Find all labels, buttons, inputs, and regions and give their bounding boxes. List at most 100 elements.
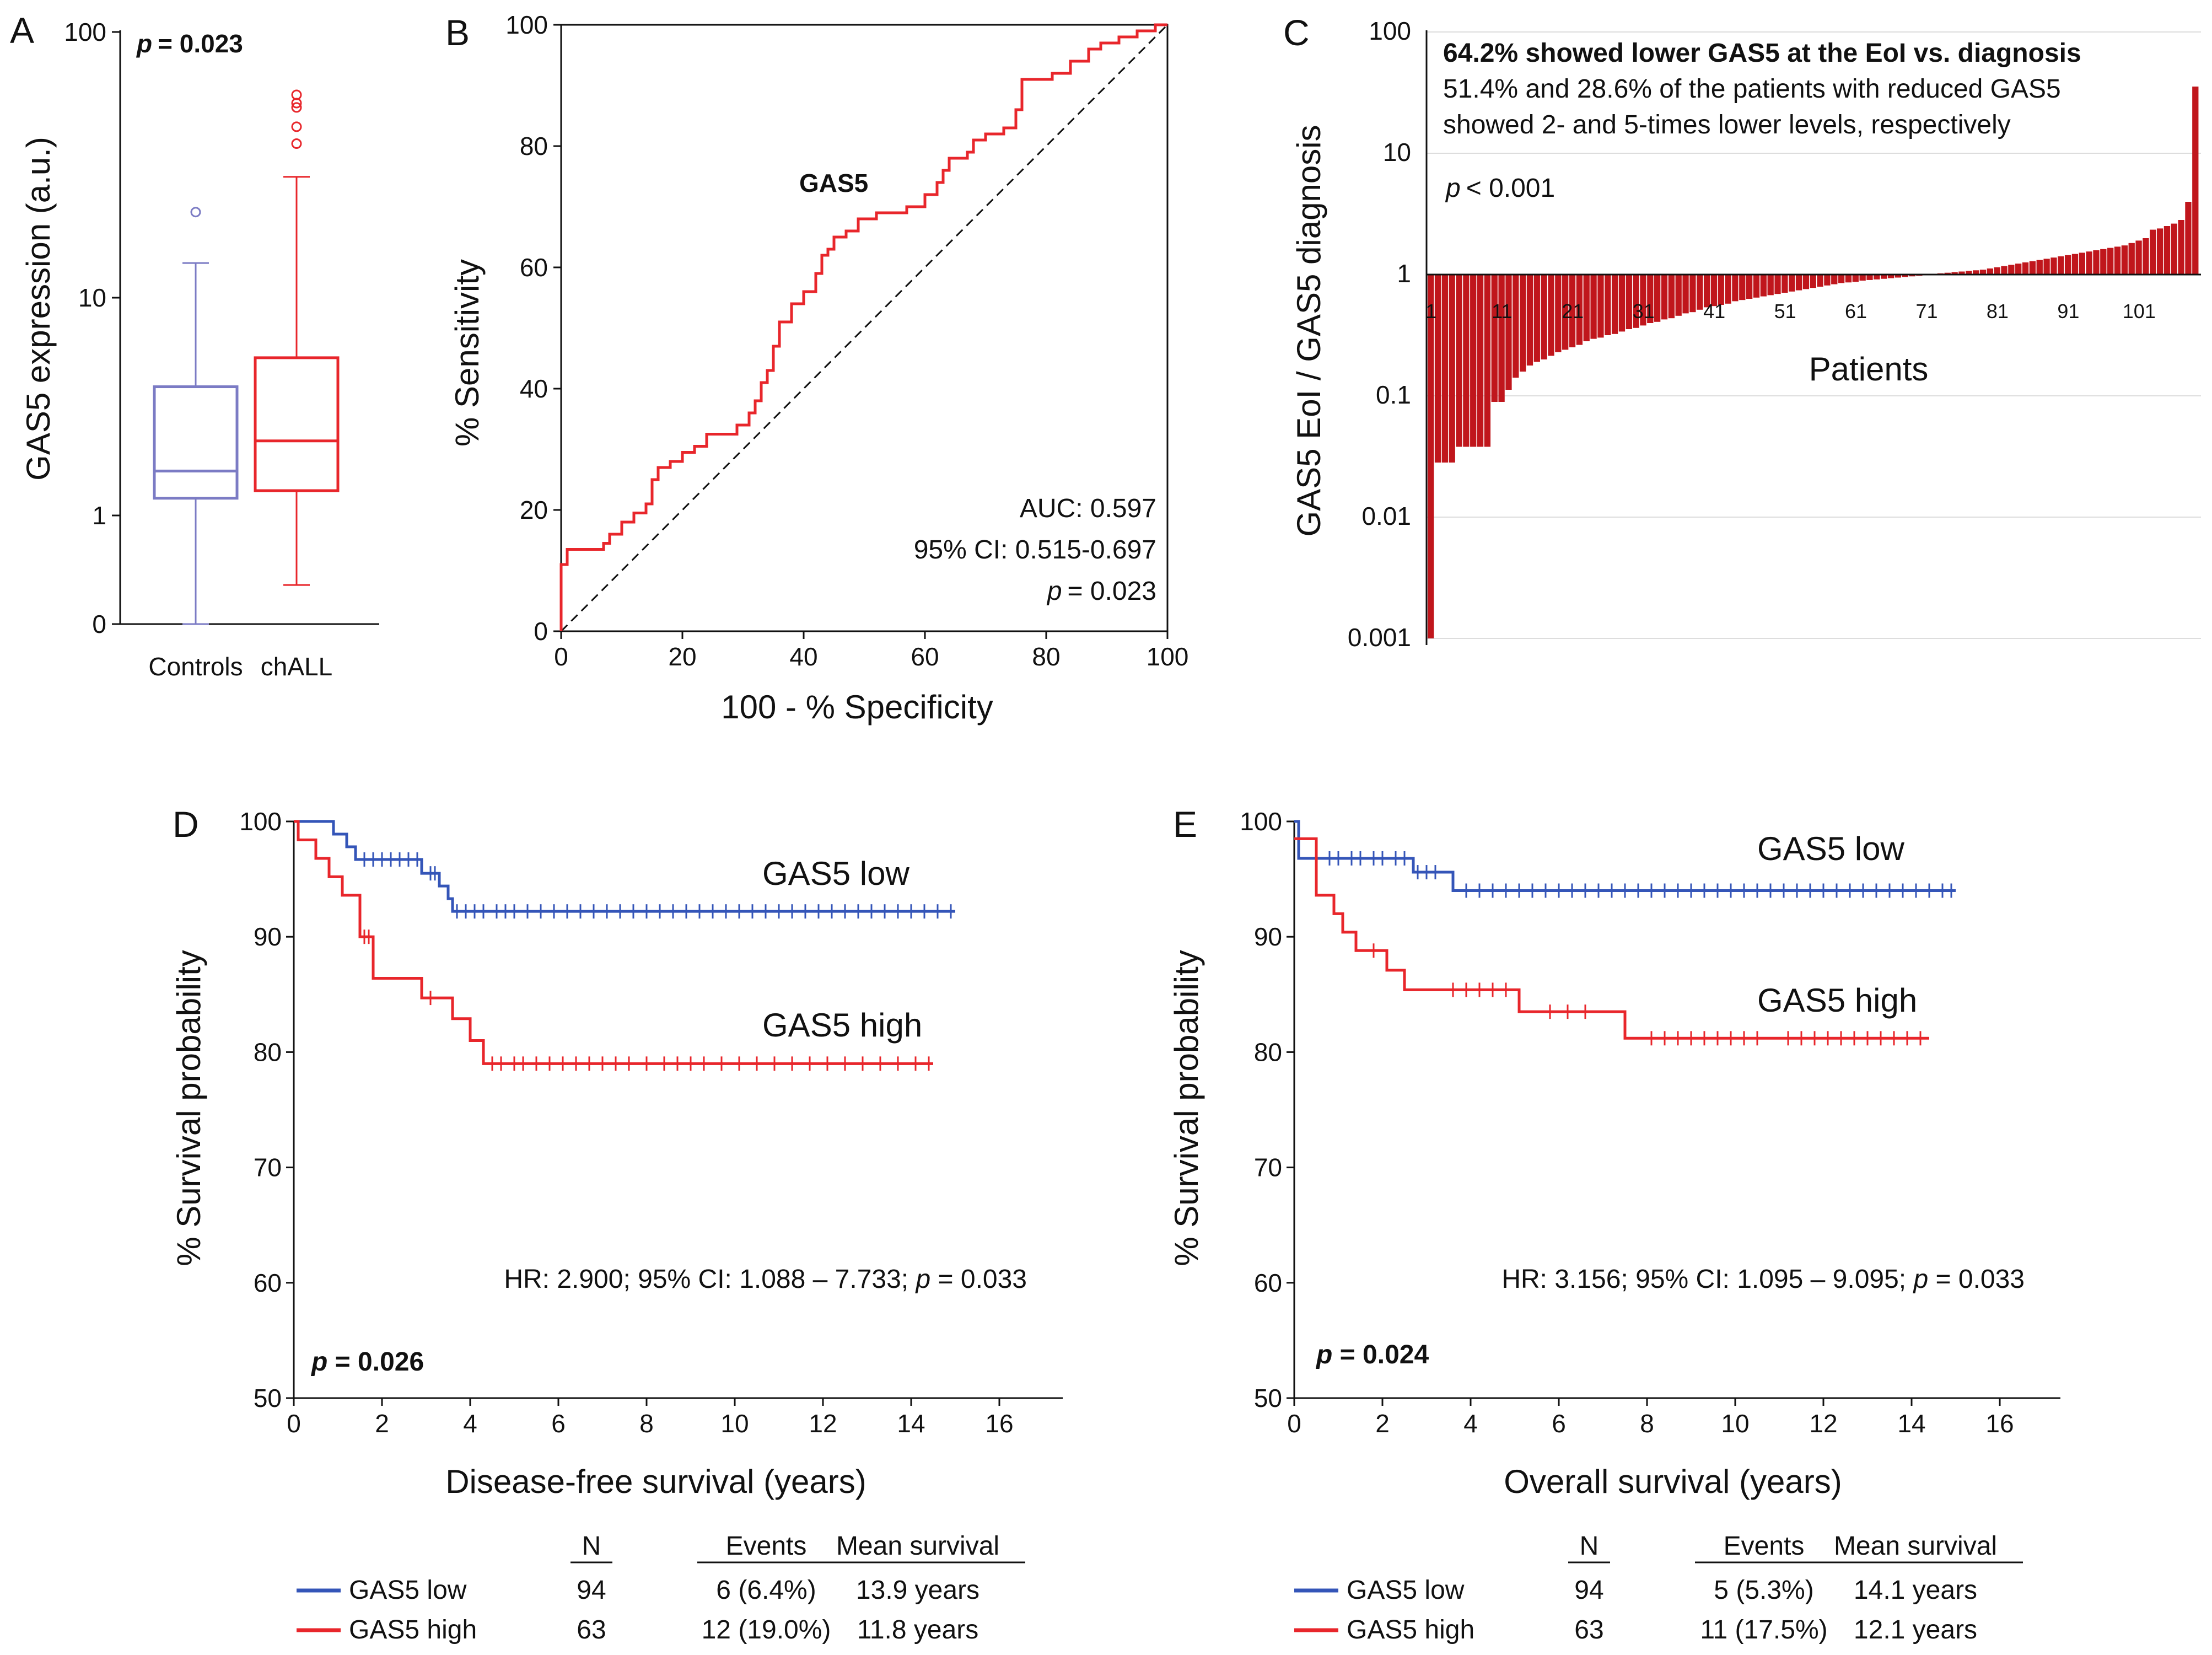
km-xtick-label: 2: [1375, 1409, 1390, 1438]
panel-c-bar: [2143, 238, 2149, 275]
panel-c-bar: [1739, 275, 1746, 300]
panel-c-bar: [1859, 275, 1866, 281]
panel-c-bar: [1519, 275, 1526, 372]
panel-c-xtick-label: 51: [1774, 300, 1796, 323]
legend-row-name: GAS5 high: [1347, 1615, 1474, 1645]
panel-c-bar: [1838, 275, 1845, 283]
panel-c-bar: [1498, 275, 1505, 402]
panel-b: B % Sensitivity 100 - % Specificity 0 20 4…: [445, 10, 1188, 726]
panel-c-bar: [1732, 275, 1739, 302]
panel-c-bar: [1782, 275, 1788, 293]
panel-e-curves: [1294, 820, 1956, 1046]
km-ytick-label: 100: [1240, 807, 1282, 836]
km-xtick-label: 12: [809, 1409, 837, 1438]
panel-a-boxes: Controls chALL: [148, 89, 340, 681]
panel-a-group-label: chALL: [261, 652, 332, 681]
panel-letter-b: B: [445, 12, 470, 53]
panel-c-bar: [1895, 275, 1902, 278]
panel-c-subtitle-2: showed 2- and 5-times lower levels, resp…: [1443, 110, 2011, 139]
panel-b-ytick-label: 40: [520, 374, 548, 403]
panel-c-bar: [2050, 257, 2057, 275]
panel-b-ytick-label: 80: [520, 132, 548, 160]
panel-a-box: [254, 356, 340, 492]
panel-c-bar: [2058, 256, 2064, 275]
panel-b-ytick-label: 60: [520, 253, 548, 282]
panel-b-xtick-label: 0: [554, 642, 568, 671]
panel-c-grid: [1427, 31, 2201, 639]
legend-row-name: GAS5 high: [349, 1615, 477, 1645]
km-xtick-label: 4: [463, 1409, 477, 1438]
panel-c-bar: [2015, 264, 2022, 275]
legend-row-events: 11 (17.5%): [1700, 1615, 1827, 1645]
panel-c-bar: [1902, 275, 1908, 277]
panel-c-bar: [1753, 275, 1760, 298]
km-xtick-label: 10: [720, 1409, 749, 1438]
panel-c-bar: [2001, 266, 2008, 275]
panel-c-bar: [2064, 255, 2071, 275]
km-xtick-label: 4: [1463, 1409, 1478, 1438]
panel-c-bar: [1505, 275, 1512, 390]
km-ytick-label: 70: [1254, 1153, 1282, 1182]
panel-d-legend: N Events Mean survival GAS5 low 94 6 (6.4%) 13…: [297, 1532, 1025, 1645]
panel-c-bar: [2086, 251, 2092, 275]
panel-d-hr: HR: 2.900; 95% CI: 1.088 – 7.733; p = 0.…: [504, 1265, 1027, 1294]
panel-c-ytick-label: 0.1: [1376, 380, 1411, 409]
km-ytick-label: 60: [254, 1269, 282, 1297]
panel-c-bar: [1484, 275, 1491, 447]
panel-b-xlabel: 100 - % Specificity: [721, 689, 993, 726]
panel-c-bar: [1513, 275, 1519, 378]
legend-row-mean: 13.9 years: [856, 1576, 979, 1605]
panel-b-xtick-label: 40: [789, 642, 817, 671]
panel-a-p-annotation: p = 0.023: [136, 29, 243, 58]
panel-c-bar: [1661, 275, 1668, 320]
panel-c-bar: [1541, 275, 1547, 359]
panel-c-pvalue: p < 0.001: [1445, 174, 1555, 203]
panel-c-bar: [1605, 275, 1611, 335]
panel-c-bar: [1562, 275, 1569, 350]
km-xtick-label: 2: [375, 1409, 389, 1438]
panel-c-bar: [2150, 229, 2156, 275]
legend-header-events: Events: [726, 1532, 807, 1561]
panel-c-bar: [1611, 275, 1618, 334]
panel-a-group-label: Controls: [148, 652, 243, 681]
legend-row-n: 94: [577, 1576, 606, 1605]
panel-c-bar: [1979, 270, 1987, 275]
panel-c-bar: [1874, 275, 1880, 280]
panel-c-bar: [1491, 275, 1498, 402]
panel-a-outlier: [291, 102, 302, 113]
panel-c-bar: [2114, 246, 2121, 275]
legend-row-events: 6 (6.4%): [716, 1576, 816, 1605]
panel-c-bar: [1810, 275, 1816, 288]
panel-c-bar: [1555, 275, 1562, 352]
panel-c-bar: [1944, 272, 1951, 275]
panel-c-bar: [2008, 265, 2015, 275]
panel-c-bar: [1746, 275, 1753, 299]
panel-c-bar: [2128, 243, 2135, 275]
panel-c-bar: [1548, 275, 1554, 356]
panel-c: C GAS5 EoI / GAS5 diagnosis 1001010.10.0…: [1283, 12, 2201, 652]
panel-c-bar: [1675, 275, 1682, 316]
panel-c-bar: [2107, 248, 2114, 275]
panel-c-ytick-label: 0.001: [1348, 623, 1411, 652]
km-curve-low: [1294, 820, 1956, 893]
panel-c-bar: [1802, 275, 1810, 289]
panel-c-bar: [1866, 275, 1873, 280]
panel-c-bar: [1767, 275, 1774, 295]
panel-b-pvalue: p = 0.023: [1046, 577, 1156, 606]
panel-a-ylabel: GAS5 expression (a.u.): [20, 137, 57, 481]
panel-c-bar: [1449, 275, 1455, 463]
legend-row-mean: 12.1 years: [1854, 1615, 1977, 1645]
panel-d-label-high: GAS5 high: [762, 1007, 922, 1044]
km-curve-high: [294, 820, 933, 1065]
km-xtick-label: 6: [551, 1409, 566, 1438]
panel-c-bar: [1852, 275, 1859, 282]
panel-c-bar: [1640, 275, 1646, 326]
panel-c-bar: [1718, 275, 1724, 305]
panel-c-bar: [1434, 275, 1441, 463]
km-xtick-label: 0: [287, 1409, 301, 1438]
panel-c-xtick-label: 31: [1633, 300, 1655, 323]
panel-b-xtick-label: 20: [668, 642, 696, 671]
km-curve-low: [294, 820, 955, 913]
panel-a-ytick-label: 100: [64, 18, 106, 46]
